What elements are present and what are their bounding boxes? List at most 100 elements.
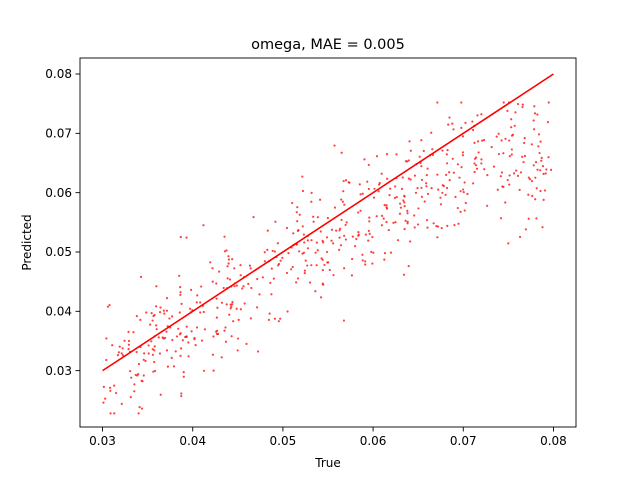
data-point [547, 101, 550, 104]
data-point [127, 339, 131, 343]
data-point [306, 264, 309, 267]
data-point [151, 353, 154, 356]
data-point [235, 284, 238, 287]
data-point [368, 232, 371, 235]
chart-title: omega, MAE = 0.005 [251, 37, 405, 53]
data-point [135, 350, 138, 354]
data-point [385, 207, 389, 210]
data-point [179, 354, 182, 358]
data-point [475, 167, 479, 170]
data-point [301, 225, 304, 228]
data-point [536, 168, 539, 171]
data-point [129, 370, 132, 373]
data-point [413, 174, 417, 177]
data-point [180, 394, 183, 398]
data-point [396, 239, 400, 242]
data-point [398, 202, 402, 205]
data-point [354, 244, 357, 248]
data-point [515, 169, 518, 172]
data-point [534, 161, 538, 164]
data-point [133, 390, 136, 393]
data-point [187, 341, 190, 344]
data-point [366, 180, 369, 183]
data-point [382, 217, 385, 220]
data-point [380, 172, 383, 175]
data-point [495, 135, 498, 138]
data-point [513, 124, 516, 127]
data-point [372, 196, 376, 199]
data-point [179, 332, 182, 335]
data-point [431, 148, 434, 151]
data-point [510, 153, 513, 156]
data-point [536, 113, 539, 116]
data-point [378, 181, 381, 185]
data-point [351, 257, 354, 261]
data-point [113, 412, 116, 415]
data-point [140, 379, 143, 382]
data-point [409, 149, 412, 152]
data-point [361, 259, 364, 262]
data-point [179, 293, 182, 297]
data-point [456, 206, 459, 210]
data-point [243, 302, 246, 305]
data-point [445, 173, 448, 176]
data-point [476, 114, 479, 117]
data-point [189, 307, 192, 310]
data-point [158, 310, 162, 314]
data-point [361, 192, 364, 195]
data-point [174, 350, 177, 353]
data-point [212, 369, 215, 372]
data-point [359, 209, 362, 212]
data-point [314, 290, 317, 293]
data-point [127, 330, 130, 333]
data-point [129, 396, 132, 399]
data-point [446, 162, 449, 165]
data-point [357, 211, 360, 214]
data-point [420, 139, 423, 142]
data-point [338, 229, 341, 232]
data-point [462, 191, 465, 194]
data-point [441, 191, 444, 194]
data-point [109, 412, 112, 415]
data-point [418, 155, 421, 158]
data-point [504, 137, 507, 140]
data-point [527, 193, 530, 196]
data-point [255, 306, 259, 309]
data-point [380, 214, 384, 218]
data-point [420, 186, 423, 189]
data-point [143, 352, 146, 355]
data-point [325, 236, 329, 239]
data-point [394, 221, 397, 224]
data-point [448, 171, 451, 174]
data-point [328, 268, 331, 272]
data-point [437, 188, 440, 191]
x-tick-label: 0.08 [540, 434, 567, 448]
data-point [344, 179, 348, 182]
data-point [409, 178, 412, 181]
data-point [473, 141, 476, 144]
data-point [203, 328, 207, 331]
data-point [480, 113, 483, 116]
x-tick-label: 0.07 [450, 434, 477, 448]
data-point [342, 179, 345, 183]
data-point [385, 153, 389, 156]
data-point [413, 226, 416, 229]
data-point [441, 184, 444, 187]
data-point [527, 217, 530, 220]
data-point [486, 173, 489, 177]
data-point [127, 343, 131, 346]
y-axis-ticks: 0.03 0.04 0.05 0.06 0.07 0.08 [45, 67, 80, 378]
data-point [539, 140, 542, 143]
data-point [153, 349, 156, 352]
data-point [414, 191, 418, 194]
data-point [537, 133, 541, 136]
data-point [159, 393, 162, 396]
data-point [359, 193, 362, 196]
data-point [395, 153, 398, 156]
data-point [326, 216, 329, 220]
data-point [132, 331, 135, 334]
data-point [333, 206, 337, 209]
x-axis-ticks: 0.03 0.04 0.05 0.06 0.07 0.08 [89, 427, 567, 448]
data-point [211, 280, 214, 283]
data-point [332, 242, 335, 245]
